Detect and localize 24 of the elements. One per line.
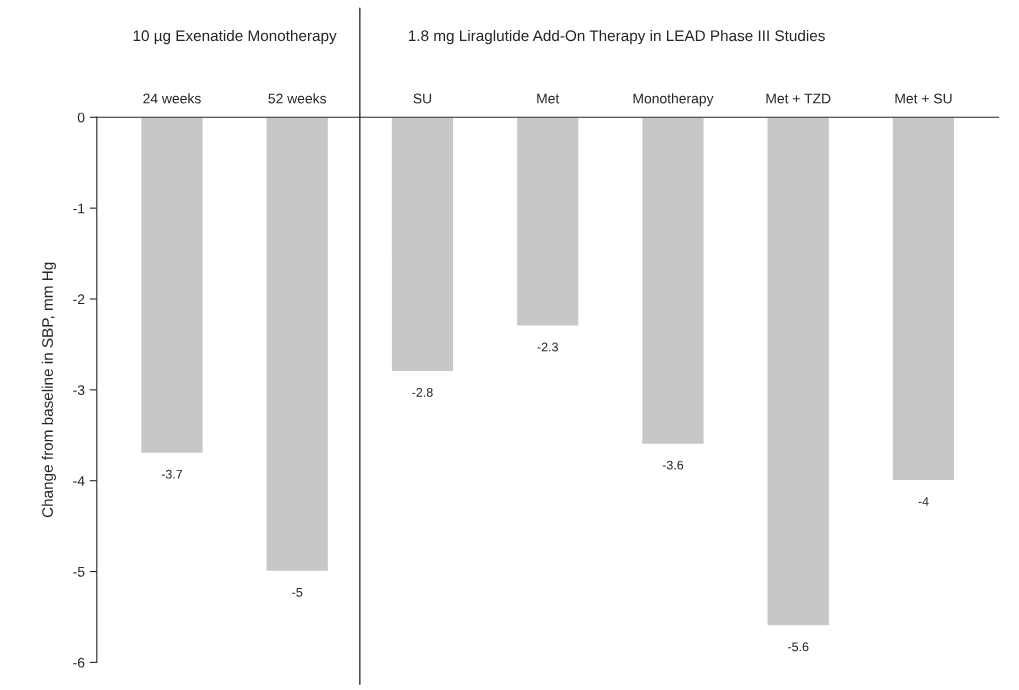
data-label: -2.8 [412, 387, 433, 397]
y-axis-title: Change from baseline in SBP, mm Hg [41, 262, 56, 518]
y-tick-label: -5 [73, 567, 85, 577]
x-tick-label: Met + TZD [766, 93, 831, 104]
data-label: -5.6 [788, 642, 809, 652]
y-tick-label: -1 [73, 203, 85, 214]
text: 10 µg Exenatide Monotherapy [133, 29, 337, 45]
data-label: -4 [918, 497, 929, 506]
y-tick-label: -2 [73, 294, 85, 305]
data-label: -2.3 [537, 342, 558, 352]
y-tick-label: 0 [77, 112, 85, 123]
data-label: -3.6 [662, 460, 684, 470]
x-tick-label: Met [537, 93, 560, 104]
y-tick-label: -4 [73, 476, 85, 486]
y-tick-label: -6 [73, 657, 85, 668]
data-label: -3.7 [161, 469, 183, 479]
data-label: -5 [292, 587, 303, 597]
x-tick-label: Met + SU [895, 93, 952, 104]
y-tick-label: -3 [73, 385, 85, 396]
x-tick-label: 52 weeks [268, 93, 327, 104]
x-tick-label: 24 weeks [143, 93, 201, 104]
text: 1.8 mg Liraglutide Add-On Therapy in LEAD Phase III Studies [409, 29, 825, 45]
x-tick-label: Monotherapy [633, 93, 714, 107]
x-tick-label: SU [413, 93, 432, 104]
